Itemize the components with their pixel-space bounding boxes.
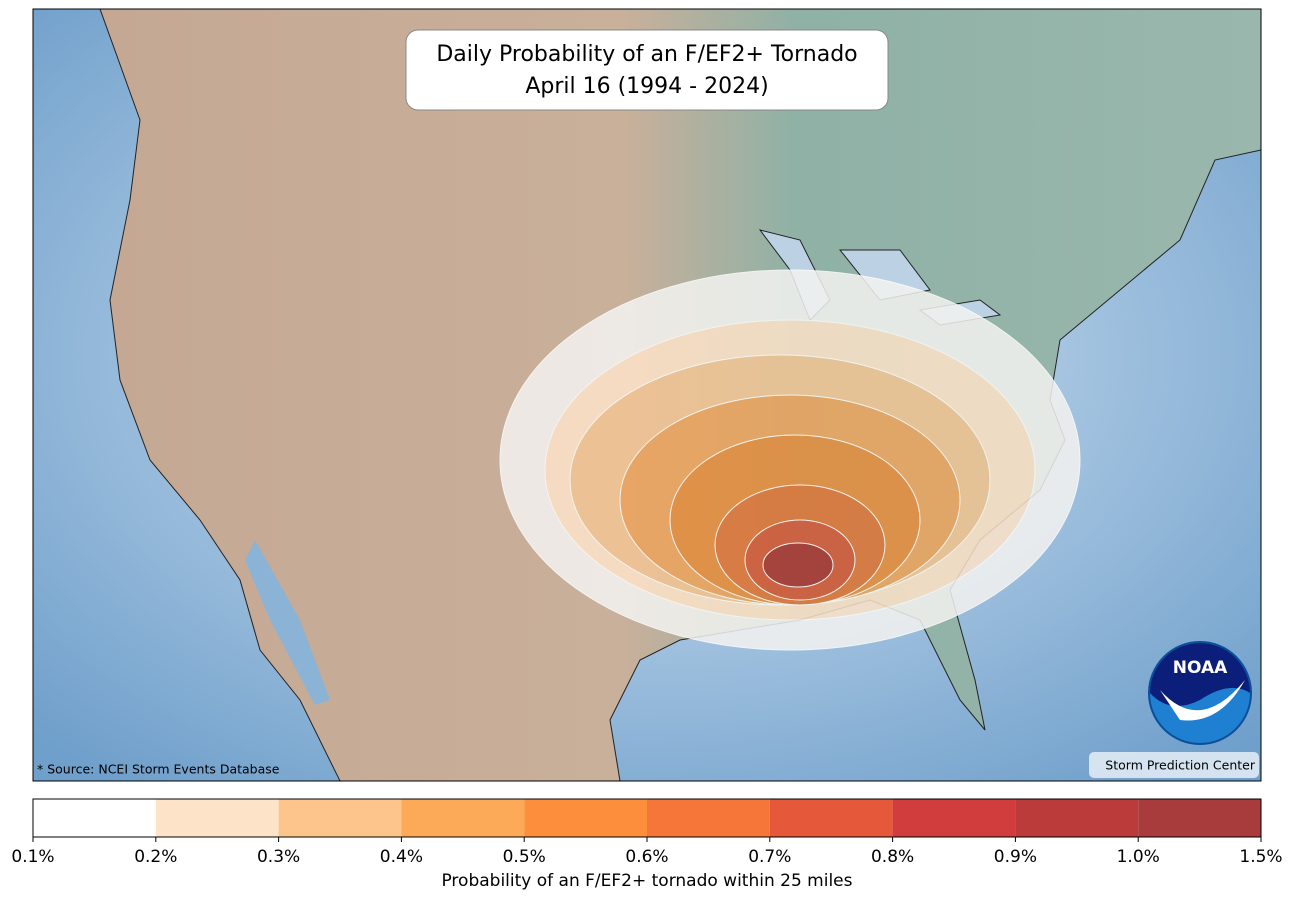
source-note: * Source: NCEI Storm Events Database: [37, 762, 280, 777]
colorbar-tick-label: 0.2%: [134, 847, 177, 867]
colorbar: 0.1% 0.2% 0.3% 0.4% 0.5% 0.6% 0.7% 0.8% 0.9% 1.0%…: [11, 798, 1283, 867]
map-frame: [32, 8, 1262, 782]
colorbar-segment: [769, 799, 893, 837]
colorbar-segment: [892, 799, 1016, 837]
colorbar-segment: [278, 799, 402, 837]
colorbar-tick-label: 0.1%: [11, 847, 54, 867]
colorbar-tick-label: 1.5%: [1239, 847, 1282, 867]
colorbar-tick-label: 0.7%: [748, 847, 791, 867]
map-area: Daily Probability of an F/EF2+ Tornado A…: [33, 9, 1261, 781]
credit-box: [1089, 752, 1259, 778]
contour: [762, 542, 834, 588]
logo-text: NOAA: [1173, 658, 1228, 678]
gulf-of-california: [245, 540, 330, 705]
noaa-logo: NOAA: [1148, 641, 1252, 745]
colorbar-segment: [1138, 799, 1261, 837]
colorbar-tick-label: 0.4%: [380, 847, 423, 867]
credit: Storm Prediction Center: [1105, 758, 1256, 773]
colorbar-segment: [1015, 799, 1139, 837]
colorbar-label: Probability of an F/EF2+ tornado within …: [441, 871, 852, 891]
title-box: [405, 29, 889, 111]
title: Daily Probability of an F/EF2+ Tornado: [436, 42, 857, 67]
colorbar-segment: [524, 799, 647, 837]
logo-gull: [1160, 680, 1245, 721]
colorbar-tick-label: 1.0%: [1117, 847, 1160, 867]
colorbar-tick-label: 0.8%: [871, 847, 914, 867]
logo-top: [1150, 643, 1250, 707]
probability-contours: [499, 269, 1081, 651]
colorbar-tick-label: 0.9%: [994, 847, 1037, 867]
colorbar-segment: [155, 799, 279, 837]
colorbar-segment: [401, 799, 525, 837]
colorbar-tick-label: 0.5%: [503, 847, 546, 867]
colorbar-tick-label: 0.6%: [625, 847, 668, 867]
colorbar-tick-label: 0.3%: [257, 847, 300, 867]
colorbar-segment: [33, 799, 156, 837]
subtitle: April 16 (1994 - 2024): [525, 74, 768, 99]
colorbar-segment: [647, 799, 770, 837]
